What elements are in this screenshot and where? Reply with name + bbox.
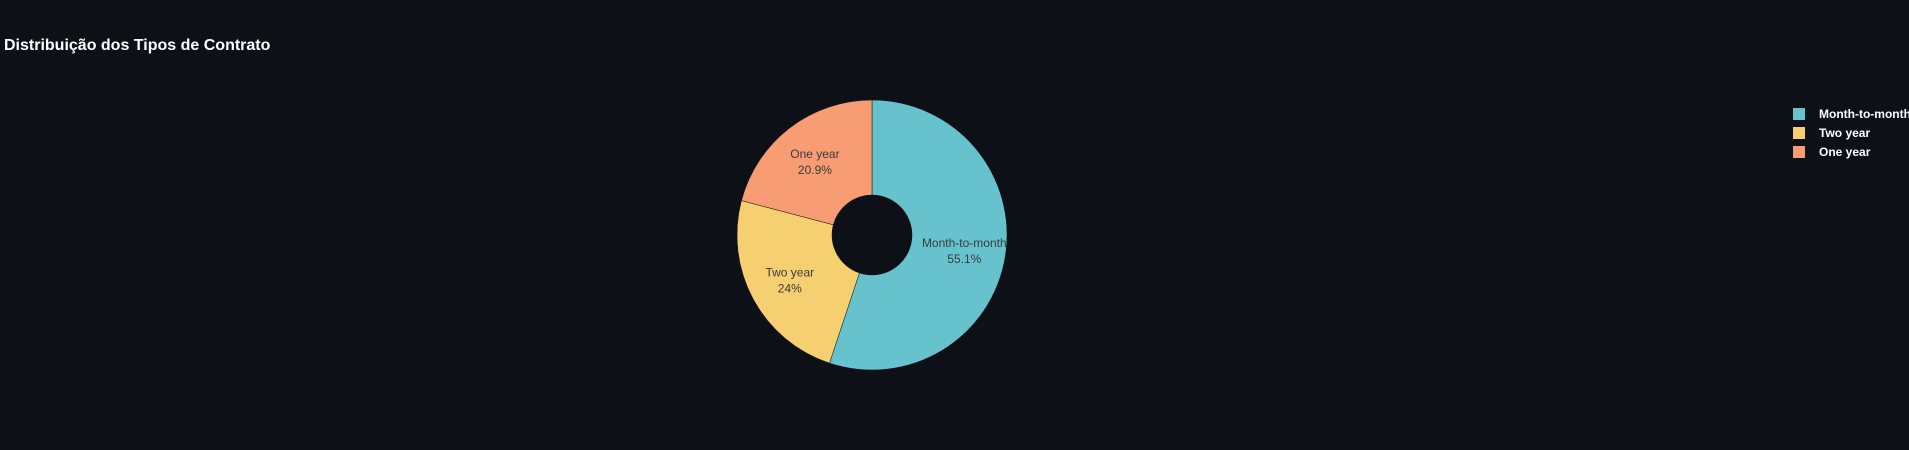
slice-two-year[interactable] [736, 200, 860, 364]
slice-one-year[interactable] [741, 99, 873, 226]
slice-percent-two-year: 24% [778, 282, 802, 296]
slice-label-one-year: One year [790, 147, 839, 161]
legend-item-two-year[interactable]: Two year [1793, 126, 1870, 140]
slice-label-two-year: Two year [765, 266, 814, 280]
slice-labels-group: Month-to-month 55.1% Two year 24% One year 20… [765, 147, 1006, 296]
legend-label-two-year: Two year [1819, 126, 1870, 140]
slice-month-to-month[interactable] [829, 99, 1008, 371]
legend-label-one-year: One year [1819, 145, 1871, 159]
legend-label-month-to-month: Month-to-month [1819, 107, 1909, 121]
slice-label-month-to-month: Month-to-month [922, 236, 1007, 250]
legend-item-month-to-month[interactable]: Month-to-month [1793, 107, 1909, 121]
slices-group [736, 99, 1008, 371]
legend-swatch-month-to-month [1793, 108, 1805, 120]
slice-percent-month-to-month: 55.1% [947, 252, 981, 266]
slice-percent-one-year: 20.9% [798, 163, 832, 177]
chart-title: Distribuição dos Tipos de Contrato [4, 37, 271, 54]
legend-swatch-two-year [1793, 127, 1805, 139]
legend-swatch-one-year [1793, 146, 1805, 158]
legend-item-one-year[interactable]: One year [1793, 145, 1871, 159]
legend: Month-to-month Two year One year [1793, 107, 1909, 159]
